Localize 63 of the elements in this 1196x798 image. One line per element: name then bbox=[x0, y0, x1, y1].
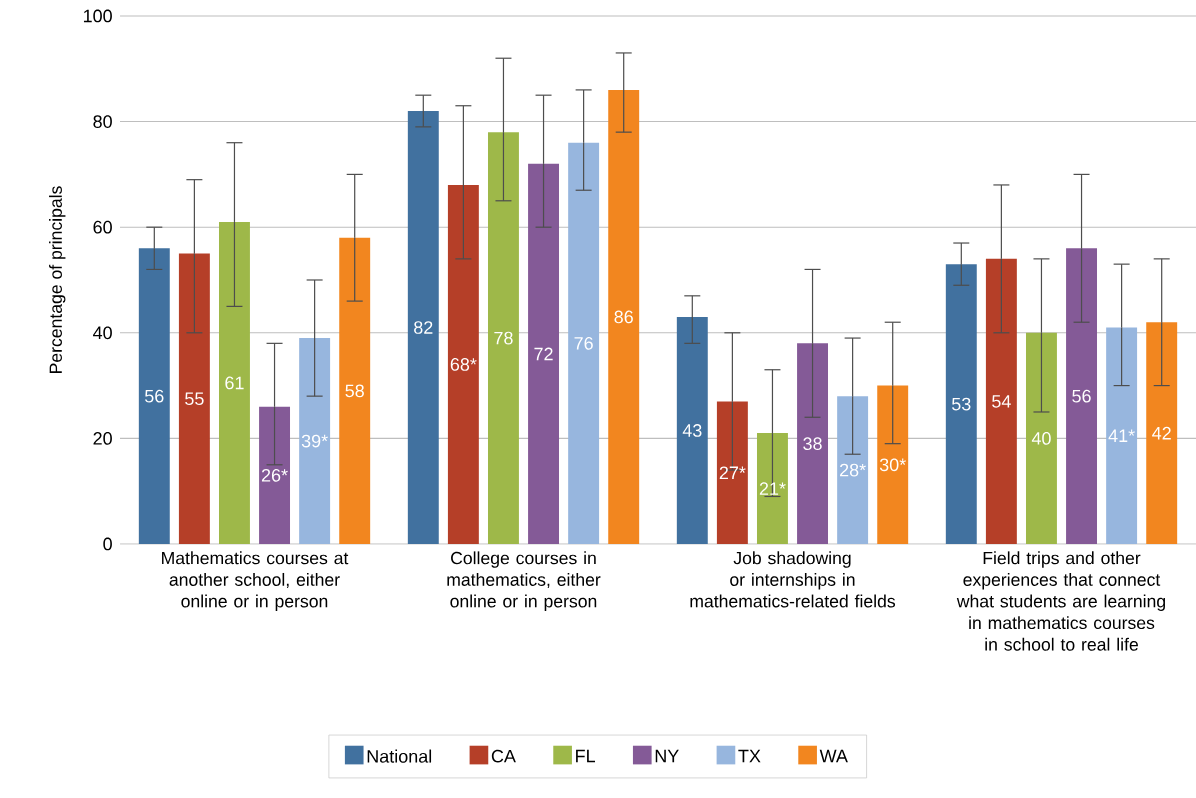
data-label: 76 bbox=[574, 336, 593, 350]
bar bbox=[1066, 248, 1098, 544]
y-axis-title: Percentage of principals bbox=[49, 186, 66, 373]
data-label: 56 bbox=[1072, 389, 1091, 403]
y-tick-label: 100 bbox=[83, 9, 112, 23]
bar bbox=[837, 396, 869, 544]
y-tick-label: 0 bbox=[103, 537, 112, 551]
bar bbox=[716, 401, 748, 544]
legend-label: WA bbox=[819, 749, 848, 763]
data-label: 30* bbox=[879, 458, 906, 472]
legend-label: CA bbox=[491, 749, 516, 763]
bar bbox=[178, 253, 210, 544]
y-tick-label: 20 bbox=[93, 432, 112, 445]
data-label: 58 bbox=[345, 384, 364, 398]
bar bbox=[608, 89, 640, 544]
y-tick-label: 80 bbox=[93, 115, 112, 128]
x-tick-label: Job shadowing or internships in mathematics-related fields bbox=[690, 551, 896, 608]
bar bbox=[488, 132, 519, 544]
x-tick-label: Mathematics courses at another school, either online or in person bbox=[162, 551, 349, 611]
legend-label: NY bbox=[655, 749, 679, 763]
data-label: 27* bbox=[719, 466, 746, 479]
data-label: 72 bbox=[534, 347, 553, 361]
bar bbox=[1025, 332, 1057, 544]
data-label: 78 bbox=[494, 331, 513, 345]
data-label: 40 bbox=[1031, 432, 1051, 445]
legend-label: TX bbox=[738, 749, 761, 763]
bar bbox=[138, 248, 170, 544]
data-label: 56 bbox=[145, 389, 164, 403]
legend-label: National bbox=[367, 749, 432, 763]
data-label: 42 bbox=[1152, 426, 1171, 440]
data-label: 39* bbox=[301, 434, 328, 448]
data-label: 86 bbox=[614, 310, 633, 324]
bar bbox=[945, 264, 977, 544]
bar bbox=[1106, 327, 1138, 544]
bar bbox=[299, 338, 331, 544]
y-tick-label: 60 bbox=[93, 220, 112, 234]
bar bbox=[528, 163, 560, 544]
data-label: 53 bbox=[952, 397, 971, 411]
bar bbox=[259, 406, 291, 544]
bar bbox=[676, 316, 708, 544]
data-label: 26* bbox=[261, 468, 288, 482]
bar bbox=[219, 221, 250, 544]
data-label: 28* bbox=[840, 463, 866, 477]
data-label: 82 bbox=[414, 321, 433, 334]
bar bbox=[797, 343, 829, 544]
data-label: 38 bbox=[803, 437, 822, 451]
bar bbox=[447, 184, 479, 544]
bar bbox=[877, 385, 909, 544]
bar bbox=[339, 237, 371, 544]
bar bbox=[407, 111, 439, 544]
data-label: 43 bbox=[682, 424, 702, 437]
legend-label: FL bbox=[576, 749, 595, 763]
y-tick-label: 40 bbox=[93, 326, 112, 340]
data-label: 41* bbox=[1108, 429, 1135, 442]
x-tick-label: College courses in mathematics, either online or in person bbox=[447, 551, 601, 611]
bar bbox=[1146, 322, 1178, 544]
data-label: 54 bbox=[992, 395, 1011, 408]
bar bbox=[568, 142, 600, 544]
data-label: 68* bbox=[450, 358, 477, 371]
data-label: 55 bbox=[185, 392, 204, 406]
bar bbox=[985, 258, 1017, 544]
data-label: 61 bbox=[225, 376, 244, 390]
x-tick-label: Field trips and other experiences that connect what students are learning in mathematics courses in school to real life bbox=[956, 551, 1165, 651]
